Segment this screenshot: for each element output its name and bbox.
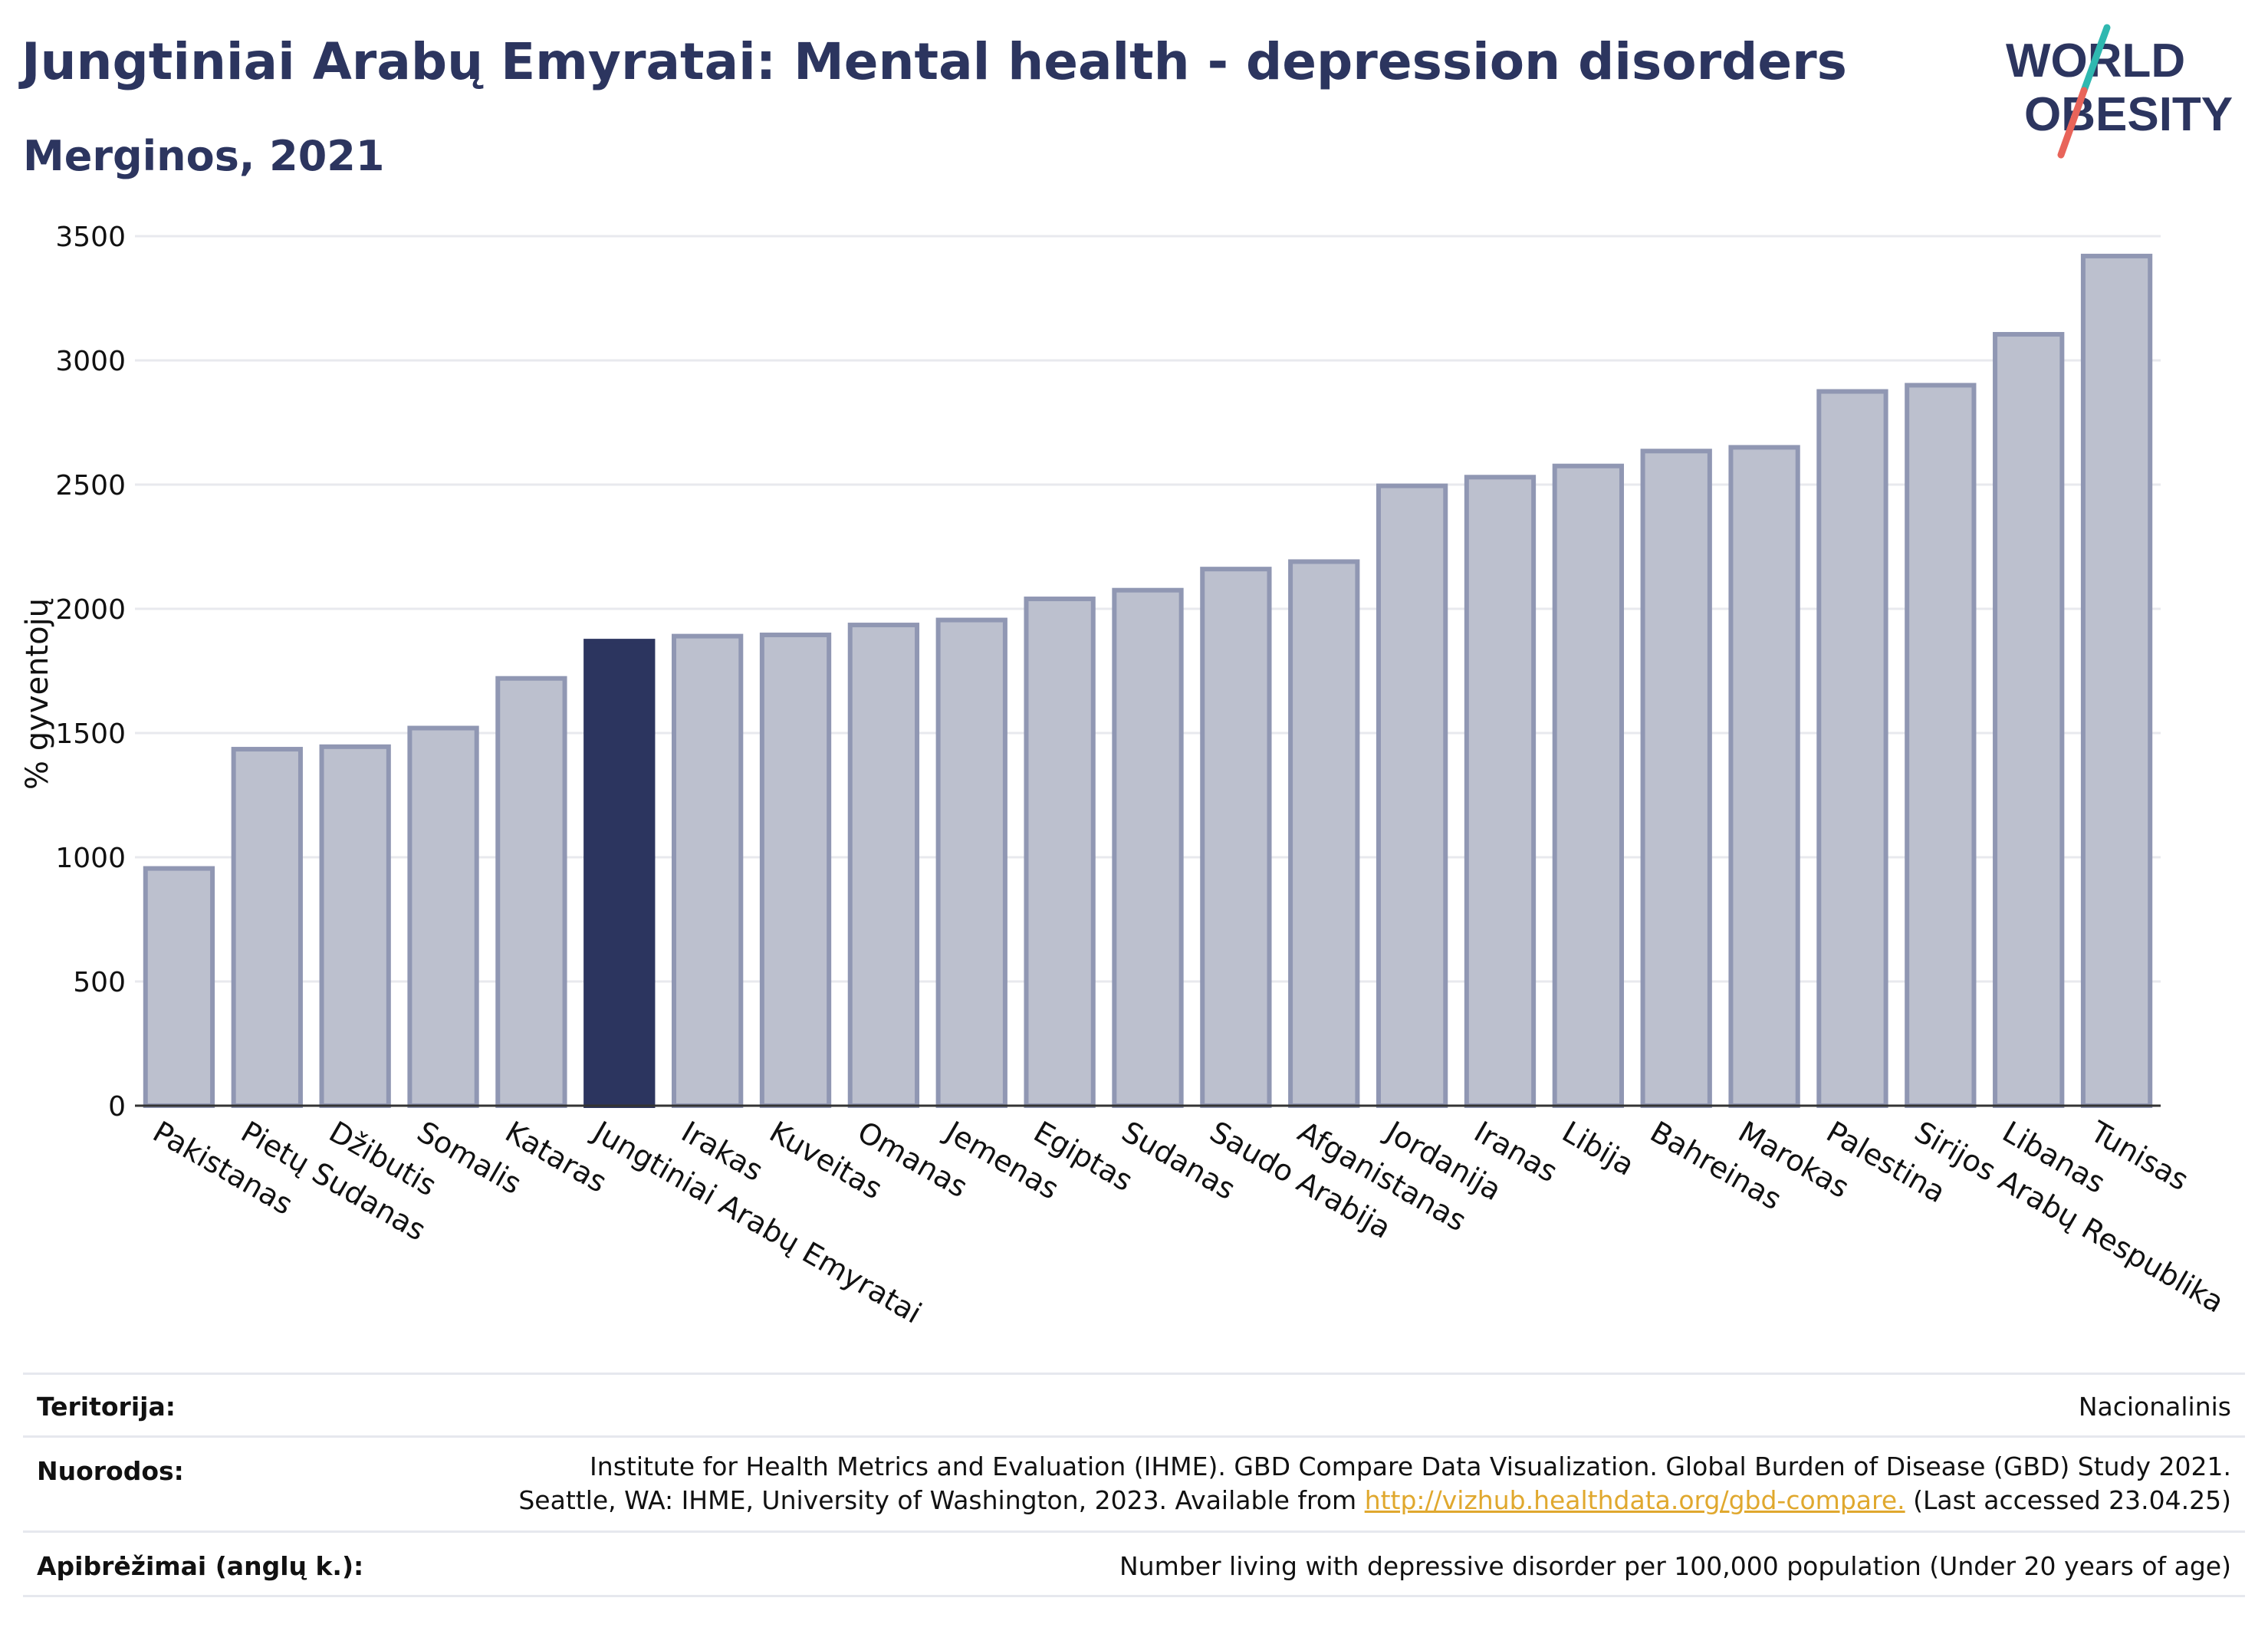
bar: [231, 747, 303, 1108]
bar: [1993, 331, 2065, 1109]
logo-line2: OBESITY: [2024, 88, 2233, 141]
y-axis-label: % gyventojų: [20, 598, 55, 790]
bar: [407, 725, 479, 1109]
y-tick-label: 1000: [55, 843, 126, 874]
territory-label: Teritorija:: [37, 1392, 176, 1422]
world-obesity-logo: WORLD OBESITY: [2006, 24, 2233, 159]
meta-row-territory: Teritorija: Nacionalinis: [23, 1373, 2245, 1436]
bar: [1640, 449, 1712, 1108]
bar: [1200, 567, 1272, 1108]
bar-chart: 0 500 1000 1500 2000 2500 3000 3500 PakistanasP…: [20, 222, 2230, 1330]
y-tick-label: 3500: [55, 222, 126, 253]
x-tick-label: Sirijos Arabų Respublika: [1909, 1115, 2230, 1320]
y-tick-label: 2500: [55, 470, 126, 501]
bar: [1728, 445, 1800, 1108]
definitions-label: Apibrėžimai (anglų k.):: [37, 1551, 364, 1581]
page-title: Jungtiniai Arabų Emyratai: Mental health…: [21, 32, 1847, 91]
references-link[interactable]: http://vizhub.healthdata.org/gbd-compare…: [1364, 1485, 1905, 1515]
bar: [1552, 463, 1624, 1108]
definitions-value: Number living with depressive disorder p…: [1119, 1551, 2231, 1581]
page-subtitle: Merginos, 2021: [23, 132, 385, 180]
bar: [935, 617, 1007, 1108]
bar: [1905, 383, 1977, 1108]
y-tick-label: 1500: [55, 718, 126, 750]
bar: [759, 633, 832, 1108]
bar: [1288, 559, 1360, 1108]
bar: [583, 639, 656, 1108]
bar: [495, 676, 567, 1108]
metadata-table: Teritorija: Nacionalinis Nuorodos: Insti…: [23, 1373, 2245, 1603]
bar: [1376, 483, 1448, 1108]
bar: [2080, 253, 2153, 1108]
bar: [1112, 587, 1184, 1108]
references-label: Nuorodos:: [37, 1456, 184, 1486]
bar: [319, 744, 391, 1108]
meta-row-definitions: Apibrėžimai (anglų k.): Number living wi…: [23, 1530, 2245, 1596]
y-axis-ticks: 0 500 1000 1500 2000 2500 3000 3500: [55, 222, 126, 1123]
bar: [1024, 597, 1096, 1108]
y-tick-label: 3000: [55, 346, 126, 377]
references-line2-prefix: Seattle, WA: IHME, University of Washing…: [518, 1485, 1365, 1515]
meta-row-references: Nuorodos: Institute for Health Metrics a…: [23, 1435, 2245, 1531]
territory-value: Nacionalinis: [2078, 1392, 2231, 1422]
bar: [143, 866, 215, 1108]
bar: [1816, 389, 1888, 1108]
y-tick-label: 2000: [55, 594, 126, 626]
bar: [672, 633, 744, 1108]
y-tick-label: 0: [108, 1091, 126, 1123]
bars: [143, 253, 2153, 1109]
references-line1: Institute for Health Metrics and Evaluat…: [590, 1452, 2231, 1481]
bar: [847, 623, 920, 1108]
references-line2-suffix: (Last accessed 23.04.25): [1905, 1485, 2231, 1515]
x-tick-label: Libija: [1556, 1115, 1640, 1182]
references-value: Institute for Health Metrics and Evaluat…: [518, 1450, 2231, 1517]
references-line2: Seattle, WA: IHME, University of Washing…: [518, 1484, 2231, 1517]
meta-bottom-rule: [23, 1595, 2245, 1597]
bar: [1464, 475, 1537, 1108]
y-tick-label: 500: [73, 967, 126, 998]
